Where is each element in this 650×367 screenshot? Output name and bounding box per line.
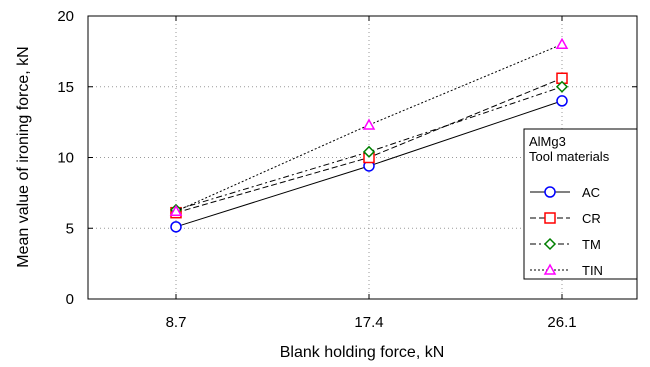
data-point-tin bbox=[362, 118, 376, 130]
legend-label-tin: TIN bbox=[582, 263, 603, 278]
x-axis-label: Blank holding force, kN bbox=[280, 344, 445, 361]
axis-ticks: 8.7 17.4 26.1 0 5 10 15 20 bbox=[57, 8, 637, 331]
data-point-ac bbox=[170, 221, 182, 233]
data-point-tm bbox=[555, 80, 569, 93]
legend-marker-ac bbox=[544, 186, 556, 198]
legend-marker-tin bbox=[543, 263, 557, 275]
legend-title: AlMg3 bbox=[529, 134, 566, 149]
x-tick-label: 17.4 bbox=[354, 314, 383, 331]
data-point-ac bbox=[556, 95, 568, 107]
legend-marker-tm bbox=[543, 237, 557, 251]
series-ac bbox=[170, 95, 568, 233]
y-tick-label: 5 bbox=[66, 220, 74, 237]
data-point-tm bbox=[362, 145, 376, 158]
data-point-tin bbox=[555, 37, 569, 50]
legend-label-ac: AC bbox=[582, 185, 600, 200]
legend-label-cr: CR bbox=[582, 211, 601, 226]
y-tick-label: 15 bbox=[57, 79, 74, 96]
y-tick-label: 10 bbox=[57, 150, 74, 167]
x-tick-label: 26.1 bbox=[547, 314, 576, 331]
y-axis-label: Mean value of ironing force, kN bbox=[15, 46, 32, 267]
legend-box bbox=[523, 128, 638, 280]
x-tick-label: 8.7 bbox=[166, 314, 187, 331]
y-tick-label: 0 bbox=[66, 291, 74, 308]
y-tick-label: 20 bbox=[57, 8, 74, 25]
data-point-tin bbox=[169, 204, 183, 217]
legend-label-tm: TM bbox=[582, 237, 601, 252]
legend-marker-cr bbox=[544, 212, 556, 224]
series-layer bbox=[169, 37, 569, 233]
legend-title: Tool materials bbox=[529, 149, 610, 164]
series-tin bbox=[169, 37, 569, 217]
series-tm bbox=[169, 80, 569, 216]
